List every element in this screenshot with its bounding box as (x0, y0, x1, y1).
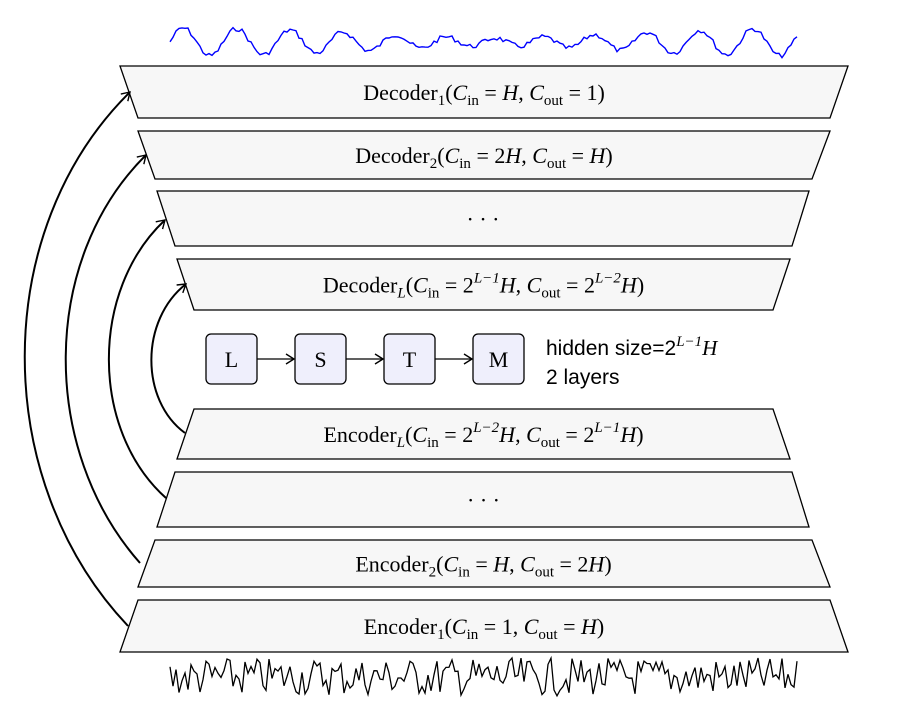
encoder-L-block: EncoderL(Cin = 2L−2H, Cout = 2L−1H) (176, 408, 791, 460)
decoder-1-shape (119, 65, 849, 119)
encoder-2-label: Encoder2(Cin = H, Cout = 2H) (355, 552, 611, 581)
hidden-size-label: hidden size=2L−1H (546, 334, 719, 360)
encoder-2-shape (137, 539, 831, 588)
decoder-2-block: Decoder2(Cin = 2H, Cout = H) (137, 130, 831, 180)
encoder-ellipsis-label: · · · (467, 488, 500, 513)
lstm-letter: S (314, 347, 326, 372)
decoder-L-label: DecoderL(Cin = 2L−1H, Cout = 2L−2H) (323, 271, 644, 302)
decoder-2-shape (137, 130, 831, 180)
skip-arrow-1 (23, 91, 131, 627)
decoder-1-block: Decoder1(Cin = H, Cout = 1) (119, 65, 849, 119)
lstm-letter: M (489, 347, 509, 372)
encoder-2-block: Encoder2(Cin = H, Cout = 2H) (137, 539, 831, 588)
decoder-2-label: Decoder2(Cin = 2H, Cout = H) (355, 143, 613, 172)
decoder-1-label: Decoder1(Cin = H, Cout = 1) (363, 80, 605, 109)
decoder-ellipsis-label: · · · (467, 207, 500, 232)
lstm-box-M (472, 333, 525, 385)
encoder-ellipsis-shape (156, 471, 810, 528)
decoder-ellipsis-block: · · · (156, 190, 810, 247)
encoder-1-block: Encoder1(Cin = 1, Cout = H) (119, 599, 849, 653)
encoder-1-label: Encoder1(Cin = 1, Cout = H) (364, 614, 604, 643)
decoder-L-shape (176, 258, 791, 311)
output-waveform (169, 26, 798, 59)
lstm-letter: L (225, 347, 238, 372)
decoder-ellipsis-shape (156, 190, 810, 247)
lstm-letter: T (403, 347, 417, 372)
layers-label: 2 layers (546, 366, 620, 389)
skip-arrow-3 (108, 219, 167, 499)
encoder-L-label: EncoderL(Cin = 2L−2H, Cout = 2L−1H) (323, 420, 643, 451)
skip-connections (23, 91, 188, 627)
encoder-L-shape (176, 408, 791, 460)
input-waveform (169, 655, 798, 698)
encoder-ellipsis-block: · · · (156, 471, 810, 528)
decoder-L-block: DecoderL(Cin = 2L−1H, Cout = 2L−2H) (176, 258, 791, 311)
skip-arrow-2 (64, 154, 147, 564)
encoder-1-shape (119, 599, 849, 653)
skip-arrow-4 (150, 283, 188, 434)
